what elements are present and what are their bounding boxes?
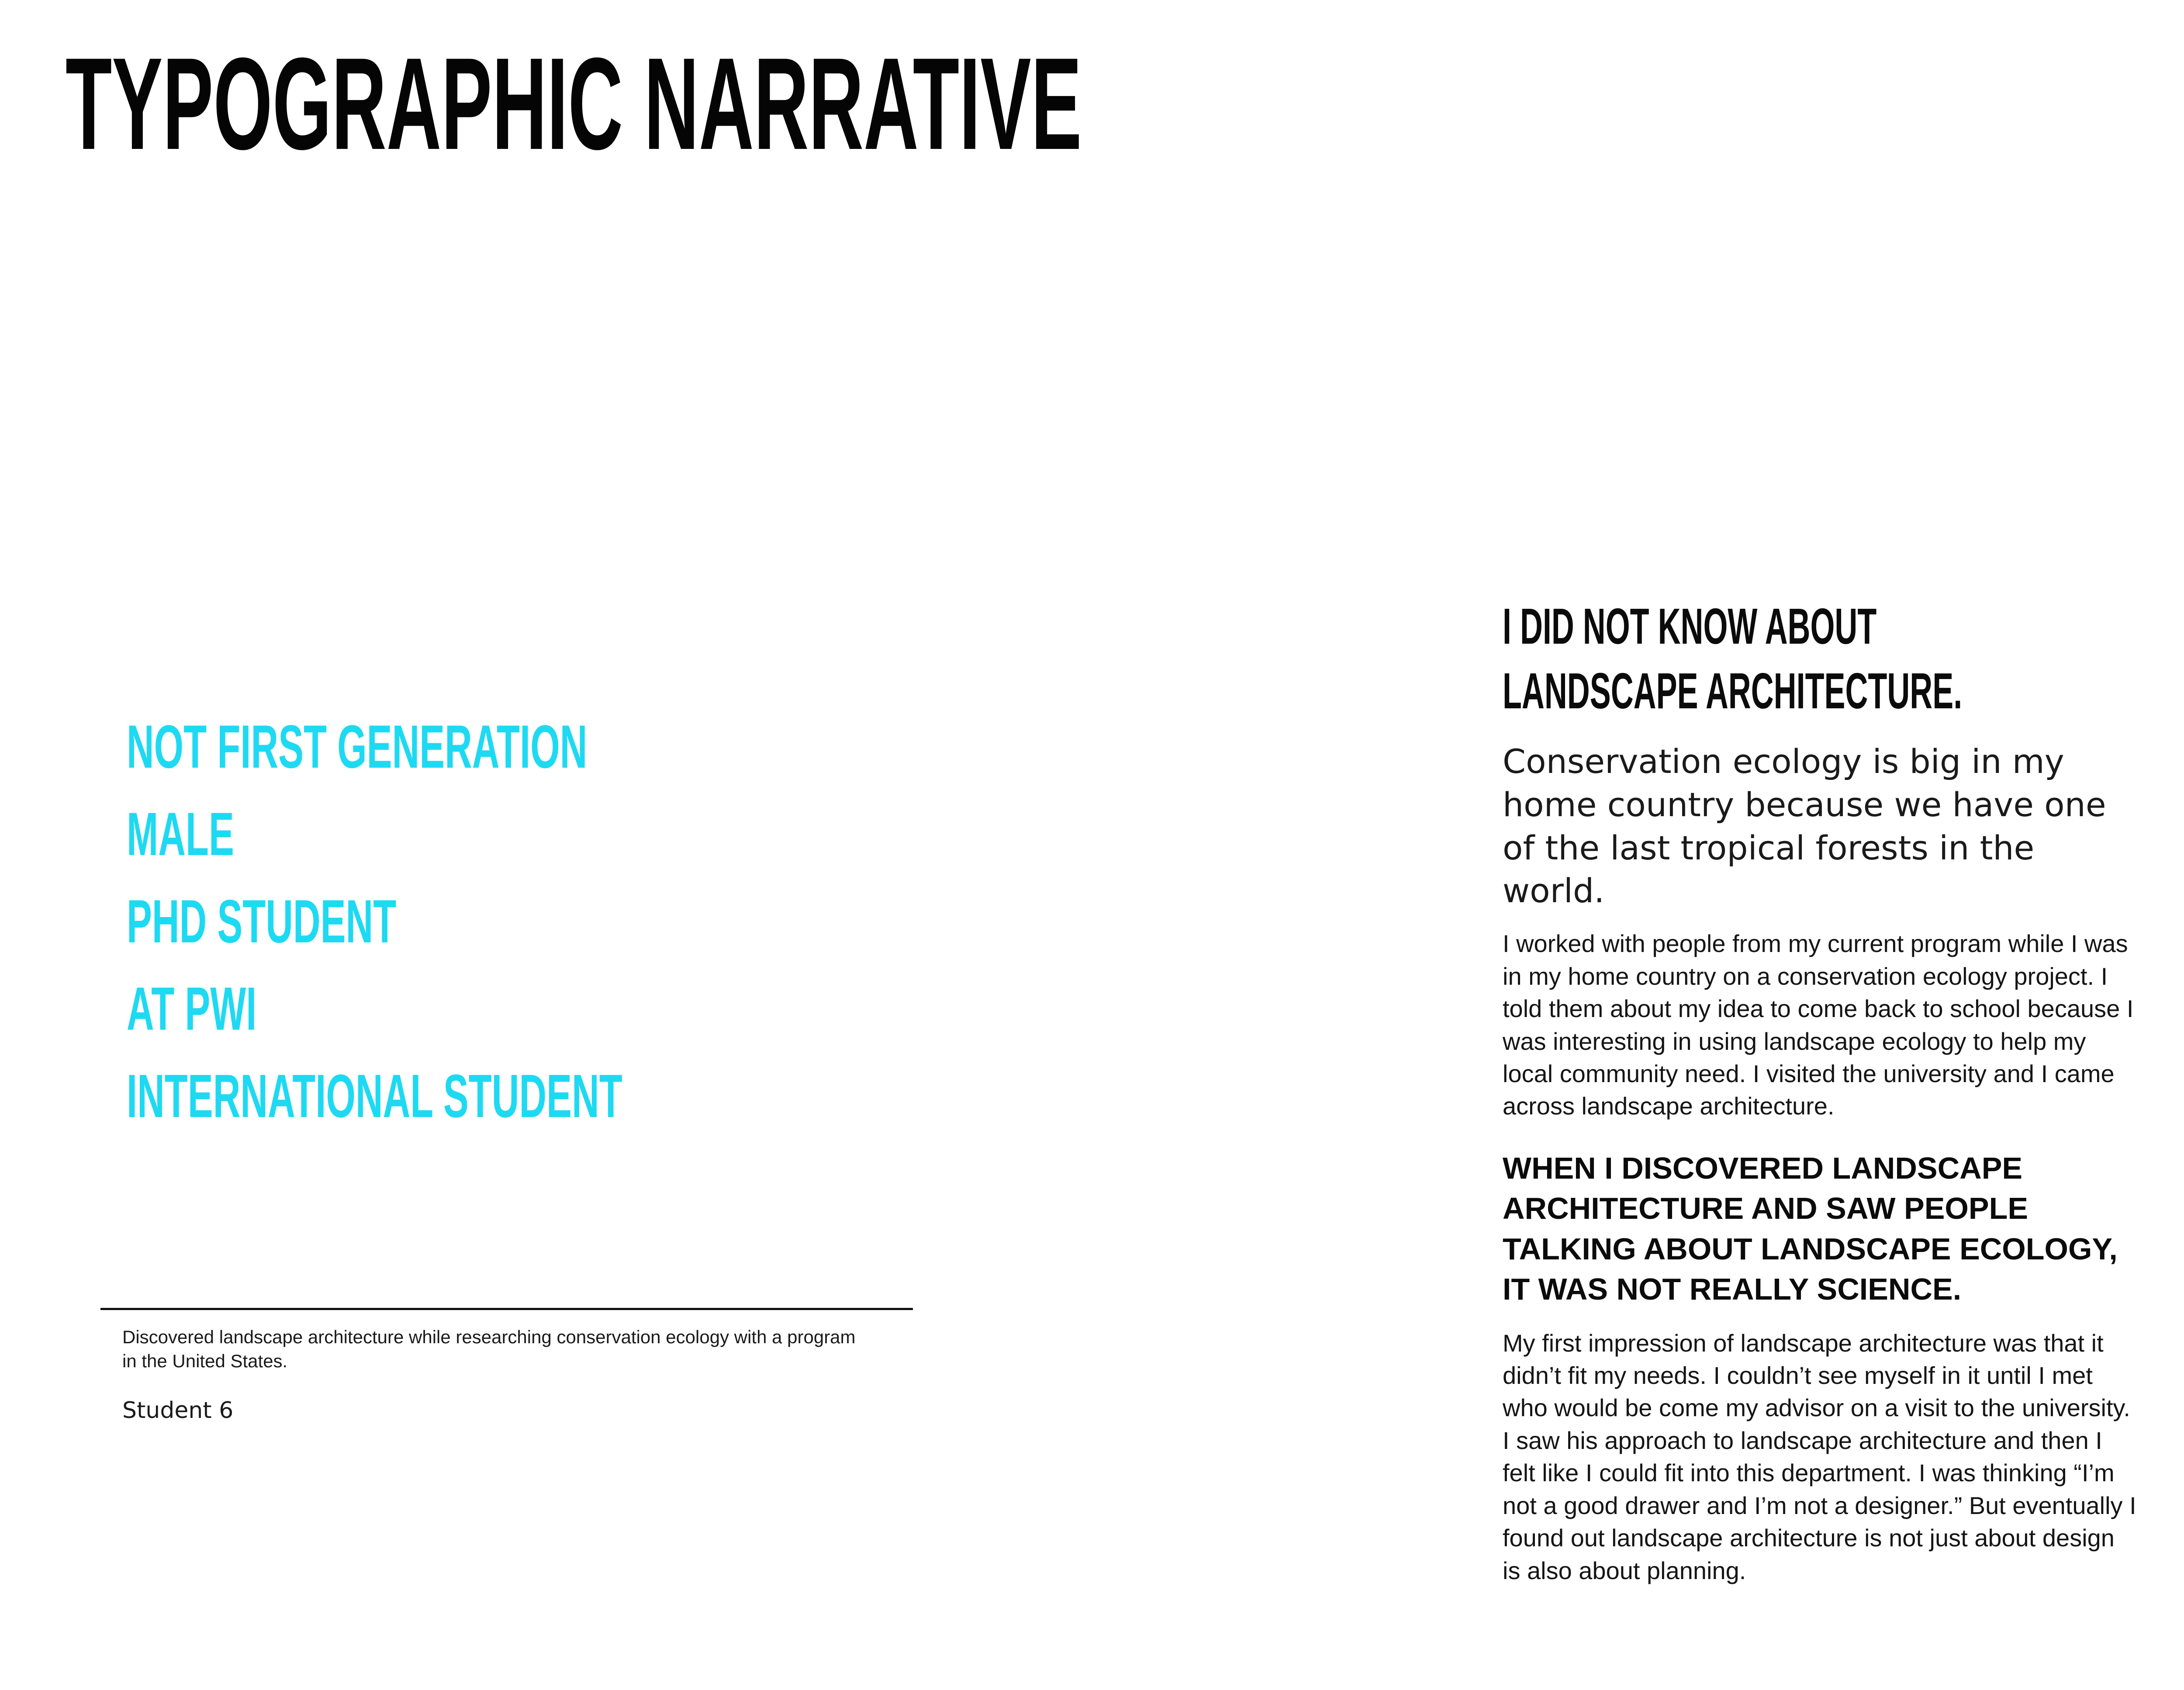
profile-attribute: PHD STUDENT: [127, 887, 397, 955]
support-ring-2: GOVERNMENT-SUPPORTED ORGANIZATION IN MY …: [2180, 974, 2184, 1685]
middle-heading-2: WHEN I DISCOVERED LANDSCAPE ARCHITECTURE…: [1503, 1151, 2118, 1307]
profile-attribute-list: NOT FIRST GENERATION MALE PHD STUDENT AT…: [127, 716, 926, 1153]
support-ring-3: MY UNIVERSITY’S INTERNATIONAL STUDENT AF…: [2180, 974, 2184, 1680]
middle-pull-quote: Conservation ecology is big in my home c…: [1503, 742, 2106, 911]
profile-attribute: INTERNATIONAL STUDENT: [127, 1062, 622, 1130]
middle-body-1: I worked with people from my current pro…: [1503, 930, 2134, 1120]
support-ring-6: RYOICHI SASAKAWA YOUNG LEADERS FELLOWSHI…: [2180, 974, 2184, 1686]
profile-attribute: MALE: [127, 800, 234, 868]
profile-description: Discovered landscape architecture while …: [122, 1327, 856, 1371]
middle-column: I DID NOT KNOW ABOUT LANDSCAPE ARCHITECT…: [1503, 594, 2138, 1612]
middle-heading-1: I DID NOT KNOW ABOUT LANDSCAPE ARCHITECT…: [1503, 598, 1963, 720]
page-title: TYPOGRAPHIC NARRATIVE: [66, 30, 1818, 177]
support-system-diagram: MY WIFE & KIDS GOVERNMENT-SUPPORTED ORGA…: [2180, 974, 2184, 1690]
page-title-text: TYPOGRAPHIC NARRATIVE: [66, 30, 1082, 177]
middle-body-2: My first impression of landscape archite…: [1503, 1329, 2136, 1584]
divider-rule: [100, 1308, 913, 1310]
student-id-label: Student 6: [122, 1397, 234, 1424]
profile-attribute: NOT FIRST GENERATION: [127, 712, 587, 781]
profile-attribute: AT PWI: [127, 974, 257, 1043]
